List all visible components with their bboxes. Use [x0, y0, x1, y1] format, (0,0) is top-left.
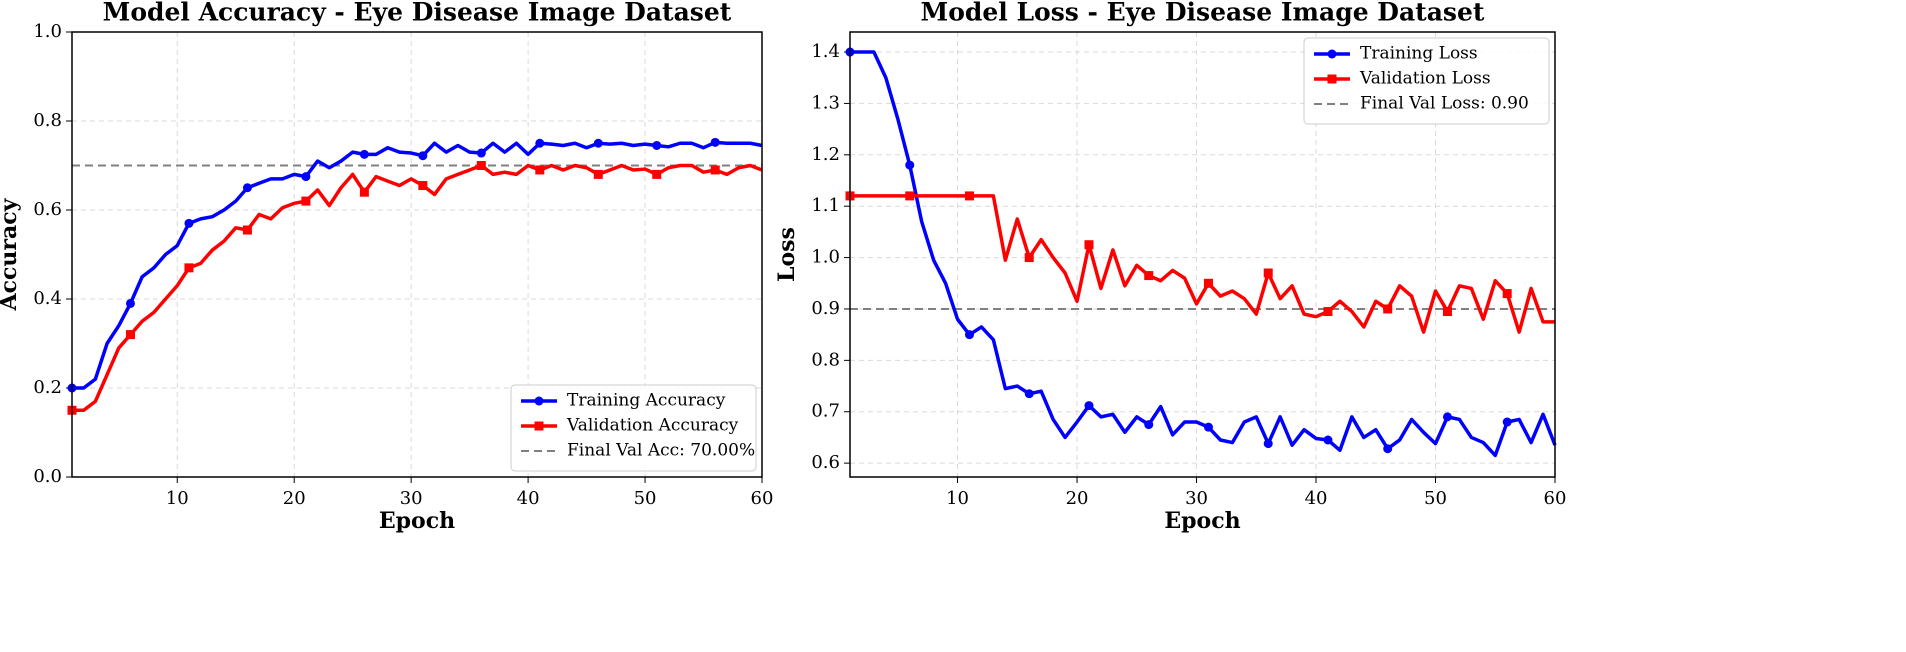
marker	[964, 330, 974, 340]
marker	[1383, 304, 1393, 314]
legend-label: Final Val Acc: 70.00%	[567, 441, 755, 461]
x-tick-label: 20	[1066, 488, 1089, 509]
marker	[1323, 307, 1333, 317]
y-tick-label: 1.4	[811, 41, 840, 62]
y-tick-label: 0.9	[811, 298, 840, 319]
legend-label: Training Loss	[1360, 44, 1478, 64]
marker	[905, 160, 915, 170]
legend-marker	[534, 421, 544, 431]
marker	[125, 330, 135, 340]
legend-marker	[1327, 49, 1337, 59]
marker	[301, 196, 311, 206]
x-tick-label: 10	[166, 488, 189, 509]
marker	[242, 225, 252, 235]
y-tick-label: 1.1	[811, 195, 840, 216]
marker	[1144, 420, 1154, 430]
x-axis-label: Epoch	[379, 508, 455, 534]
x-tick-label: 60	[751, 488, 774, 509]
x-tick-label: 50	[634, 488, 657, 509]
legend-label: Training Accuracy	[567, 391, 726, 411]
legend-label: Validation Loss	[1359, 69, 1491, 89]
y-tick-label: 0.8	[811, 349, 840, 370]
marker	[1502, 417, 1512, 427]
marker	[242, 183, 252, 193]
marker	[1024, 389, 1034, 399]
marker	[593, 169, 603, 179]
y-tick-label: 1.3	[811, 92, 840, 113]
marker	[476, 148, 486, 158]
marker	[652, 169, 662, 179]
marker	[652, 140, 662, 150]
legend-marker	[534, 396, 544, 406]
y-tick-label: 0.6	[33, 199, 62, 220]
legend-label: Final Val Loss: 0.90	[1360, 94, 1529, 114]
marker	[1203, 278, 1213, 288]
marker	[593, 138, 603, 148]
marker	[1203, 422, 1213, 432]
x-tick-label: 40	[517, 488, 540, 509]
marker	[1144, 271, 1154, 281]
legend-marker	[1327, 74, 1337, 84]
marker	[1024, 253, 1034, 263]
marker	[535, 138, 545, 148]
y-tick-label: 1.0	[811, 247, 840, 268]
marker	[359, 149, 369, 159]
y-tick-label: 0.0	[33, 466, 62, 487]
marker	[1383, 444, 1393, 454]
chart-title: Model Loss - Eye Disease Image Dataset	[921, 0, 1485, 27]
marker	[1084, 240, 1094, 250]
marker	[1442, 307, 1452, 317]
y-tick-label: 0.7	[811, 401, 840, 422]
marker	[418, 181, 428, 191]
y-tick-label: 1.0	[33, 21, 62, 42]
y-tick-label: 1.2	[811, 144, 840, 165]
marker	[418, 151, 428, 161]
marker	[476, 161, 486, 170]
y-tick-label: 0.6	[811, 452, 840, 473]
marker	[710, 137, 720, 147]
y-axis-label: Loss	[774, 227, 800, 282]
chart-title: Model Accuracy - Eye Disease Image Datas…	[103, 0, 732, 27]
marker	[1263, 439, 1273, 449]
marker	[964, 191, 974, 201]
legend-label: Validation Accuracy	[566, 416, 739, 436]
marker	[184, 263, 194, 273]
marker	[1323, 435, 1333, 445]
marker	[125, 298, 135, 308]
marker	[1442, 412, 1452, 422]
y-tick-label: 0.8	[33, 110, 62, 131]
x-tick-label: 30	[400, 488, 423, 509]
marker	[905, 191, 915, 201]
marker	[1502, 289, 1512, 299]
y-tick-label: 0.4	[33, 288, 62, 309]
x-axis-label: Epoch	[1164, 508, 1240, 534]
marker	[1084, 401, 1094, 411]
series-line	[72, 140, 763, 390]
marker	[1263, 268, 1273, 278]
x-tick-label: 30	[1185, 488, 1208, 509]
marker	[710, 165, 720, 175]
axes-frame	[71, 31, 763, 478]
x-tick-label: 50	[1424, 488, 1447, 509]
legend-box	[1303, 37, 1550, 125]
series-line	[72, 163, 763, 412]
marker	[359, 187, 369, 197]
y-axis-label: Accuracy	[0, 197, 22, 311]
marker	[301, 172, 311, 182]
marker	[535, 165, 545, 175]
x-tick-label: 40	[1305, 488, 1328, 509]
x-tick-label: 60	[1544, 488, 1567, 509]
x-tick-label: 10	[946, 488, 969, 509]
marker	[184, 218, 194, 228]
legend-box	[510, 384, 757, 472]
axes-frame	[849, 31, 1556, 478]
x-tick-label: 20	[283, 488, 306, 509]
y-tick-label: 0.2	[33, 377, 62, 398]
